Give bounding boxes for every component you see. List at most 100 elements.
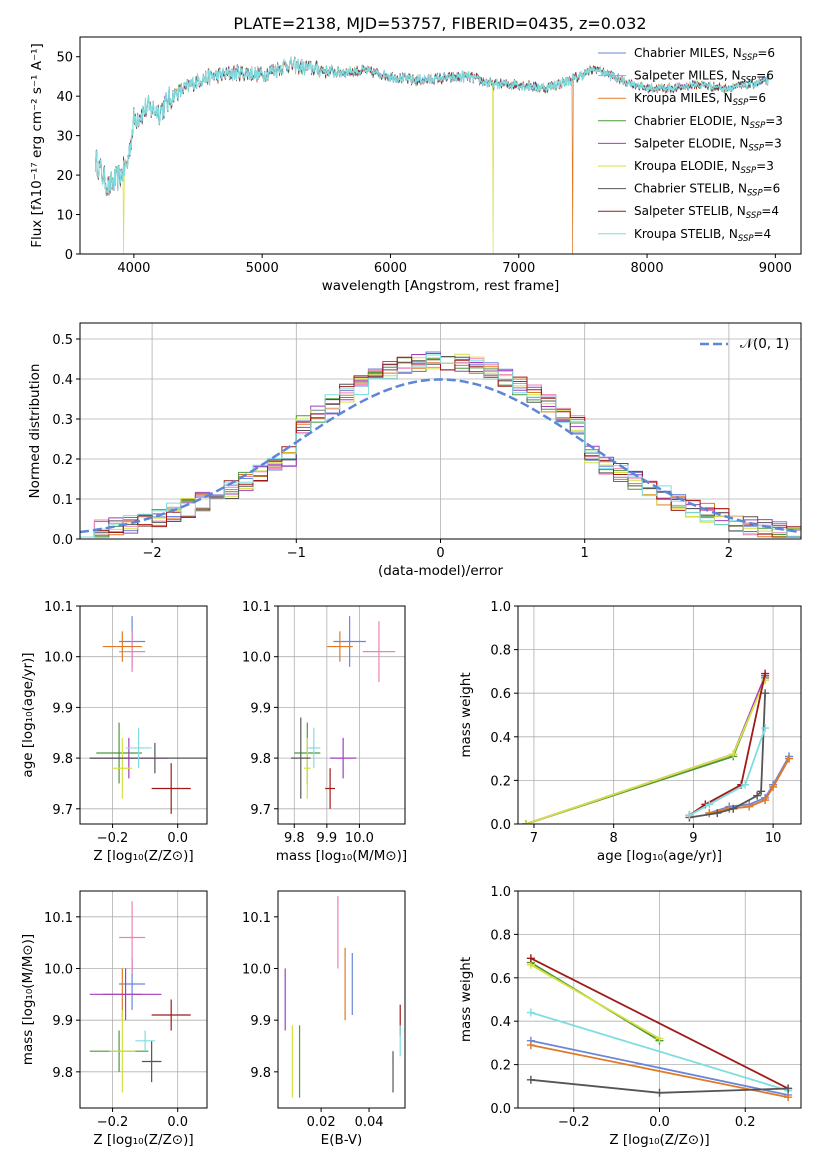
frame: 9.8 9.9 10.0 9.7 9.8 9.9 10.0 10.1 mass [log₁₀(M… <box>242 600 407 864</box>
weight-marker <box>784 1093 793 1102</box>
y-tick-label: 0.0 <box>490 1102 511 1117</box>
legend-label: Chabrier STELIB, NSSP=6 <box>634 182 780 199</box>
x-tick-label: 10 <box>765 831 782 846</box>
y-tick-label: 10.1 <box>242 911 271 926</box>
plot-area <box>291 616 396 809</box>
weight-marker <box>761 724 770 733</box>
legend-label: Chabrier MILES, NSSP=6 <box>634 46 775 63</box>
axes-frame <box>277 605 406 825</box>
y-tick-label: 0.4 <box>490 731 511 746</box>
weight-marker <box>526 954 535 963</box>
y-tick-label: 1.0 <box>490 600 511 615</box>
y-tick-label: 0.2 <box>490 774 511 789</box>
plot-area <box>526 954 793 1102</box>
y-tick-label: 10.0 <box>242 963 271 978</box>
legend-sub: SSP <box>741 76 757 86</box>
weight-marker <box>769 782 778 791</box>
legend-sub: SSP <box>742 53 758 63</box>
y-axis-label: Normed distribution <box>27 364 43 499</box>
y-tick-label: 0.4 <box>52 373 73 388</box>
axes-frame <box>517 605 802 825</box>
y-tick-label: 0.3 <box>52 413 73 428</box>
panel-z-mass: −0.2 0.0 9.8 9.9 10.0 10.1 Z [log₁₀(Z/Z⊙)] mass… <box>20 890 208 1148</box>
x-tick-label: 0.02 <box>307 1115 336 1130</box>
y-tick-label: 1.0 <box>490 885 511 900</box>
legend-value: =6 <box>763 182 781 196</box>
panel-weight-z: −0.2 0.0 0.2 0.0 0.2 0.4 0.6 0.8 1.0 Z [log₁₀(Z/Z… <box>458 885 802 1148</box>
x-axis-label: mass [log₁₀(M/M⊙)] <box>276 848 407 864</box>
plot-area <box>80 351 801 538</box>
y-tick-label: 0.0 <box>490 818 511 833</box>
y-tick-label: 0.2 <box>490 1059 511 1074</box>
y-tick-label: 9.9 <box>250 701 271 716</box>
legend-value: =4 <box>761 204 779 218</box>
x-tick-label: 9 <box>689 831 697 846</box>
weight-marker <box>526 1008 535 1017</box>
frame: 7 8 9 10 0.0 0.2 0.4 0.6 0.8 1.0 age [log₁₀(age/yr… <box>458 600 802 864</box>
weight-line <box>525 675 766 824</box>
legend-text: Kroupa ELODIE, N <box>634 159 741 173</box>
weight-marker <box>761 796 770 805</box>
y-axis-label: age [log₁₀(age/yr)] <box>20 652 36 777</box>
x-tick-label: 4000 <box>117 261 150 276</box>
weight-line <box>709 755 790 814</box>
frame: 0.02 0.04 9.8 9.9 10.0 10.1 E(B-V) <box>242 890 406 1148</box>
y-tick-label: 9.9 <box>250 1014 271 1029</box>
x-tick-label: 0.2 <box>735 1115 756 1130</box>
weight-marker <box>685 811 694 820</box>
weight-marker <box>761 689 770 698</box>
weight-marker <box>655 1034 664 1043</box>
weight-marker <box>729 750 738 759</box>
y-tick-label: 50 <box>56 51 73 66</box>
x-tick-label: 9000 <box>759 261 792 276</box>
weight-marker <box>761 669 770 678</box>
y-tick-label: 10.1 <box>44 600 73 615</box>
legend-sub: SSP <box>741 166 757 176</box>
legend-sub: SSP <box>750 121 766 131</box>
x-tick-label: −0.2 <box>558 1115 590 1130</box>
y-tick-label: 9.8 <box>52 752 73 767</box>
y-axis-label: mass weight <box>458 957 474 1042</box>
x-tick-label: 10.0 <box>345 831 374 846</box>
y-tick-label: 10.0 <box>44 651 73 666</box>
legend-text: Salpeter ELODIE, N <box>634 136 748 150</box>
weight-line <box>530 1044 789 1099</box>
legend-value: =6 <box>757 46 775 60</box>
y-tick-label: 0.5 <box>52 333 73 348</box>
legend-value: =6 <box>756 69 774 83</box>
x-tick-label: 5000 <box>246 261 279 276</box>
legend-label: 𝒩(0, 1) <box>740 336 789 352</box>
x-tick-label: 1 <box>581 546 589 561</box>
plot-area <box>94 56 770 254</box>
legend-text: Kroupa MILES, N <box>634 91 733 105</box>
histogram-step <box>80 356 801 538</box>
x-tick-label: −2 <box>143 546 162 561</box>
x-tick-label: 0 <box>436 546 444 561</box>
y-axis-label: mass weight <box>458 672 474 757</box>
weight-marker <box>521 820 530 824</box>
frame: −2 −1 0 1 2 0.0 0.1 0.2 0.3 0.4 0.5 (data-model)/er… <box>27 322 802 579</box>
weight-marker <box>757 787 766 796</box>
weight-line <box>688 673 766 817</box>
x-tick-label: 9.9 <box>317 831 338 846</box>
legend-value: =6 <box>748 91 766 105</box>
plot-area <box>521 669 794 824</box>
legend-label: Kroupa MILES, NSSP=6 <box>634 91 766 108</box>
plot-area <box>89 901 191 1093</box>
y-tick-label: 30 <box>56 130 73 145</box>
y-tick-label: 0.6 <box>490 687 511 702</box>
legend-sub: SSP <box>746 211 762 221</box>
weight-marker <box>741 780 750 789</box>
weight-line <box>525 677 766 824</box>
legend-text: Chabrier MILES, N <box>634 46 742 60</box>
y-tick-label: 9.7 <box>52 803 73 818</box>
weight-marker <box>713 809 722 818</box>
legend-value: =3 <box>765 114 783 128</box>
legend-text: Chabrier ELODIE, N <box>634 114 750 128</box>
x-tick-label: 9.8 <box>284 831 305 846</box>
y-tick-label: 0 <box>65 248 73 263</box>
legend-sub: SSP <box>733 98 749 108</box>
weight-marker <box>705 800 714 809</box>
weight-marker <box>729 804 738 813</box>
